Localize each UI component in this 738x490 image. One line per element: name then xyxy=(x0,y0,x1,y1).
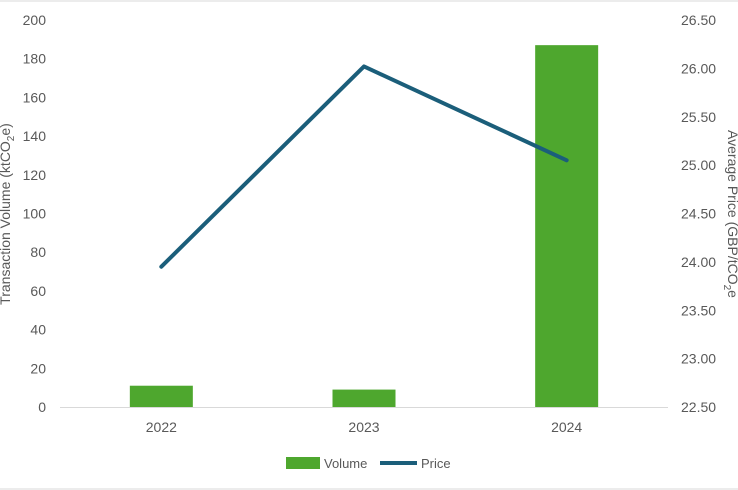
left-axis-title: Transaction Volume (ktCO2e) xyxy=(0,123,17,305)
right-axis-title: Average Price (GBP/tCO2e xyxy=(721,130,738,298)
volume-bars xyxy=(129,45,599,407)
legend-swatch-volume xyxy=(286,457,320,469)
y-tick-label: 160 xyxy=(23,89,47,105)
volume-bar xyxy=(129,385,193,407)
y2-tick-label: 24.50 xyxy=(681,206,716,222)
y-tick-label: 0 xyxy=(38,399,46,415)
y2-tick-label: 26.50 xyxy=(681,12,716,28)
volume-bar xyxy=(535,45,599,407)
y2-tick-label: 22.50 xyxy=(681,399,716,415)
x-tick-label: 2024 xyxy=(551,419,582,435)
legend: Volume Price xyxy=(286,456,451,471)
y-tick-label: 80 xyxy=(30,244,46,260)
y2-tick-label: 25.50 xyxy=(681,109,716,125)
y2-tick-label: 23.00 xyxy=(681,351,716,367)
y2-tick-label: 26.00 xyxy=(681,60,716,76)
y2-tick-label: 23.50 xyxy=(681,302,716,318)
legend-label-price: Price xyxy=(421,456,451,471)
y-tick-label: 180 xyxy=(23,51,47,67)
left-axis-ticks: 0 20 40 60 80 100 120 140 160 180 200 xyxy=(23,12,47,415)
legend-label-volume: Volume xyxy=(324,456,367,471)
y-tick-label: 120 xyxy=(23,167,47,183)
volume-bar xyxy=(332,389,396,407)
x-axis-ticks: 2022 2023 2024 xyxy=(146,419,583,435)
y-tick-label: 60 xyxy=(30,283,46,299)
y-tick-label: 20 xyxy=(30,360,46,376)
price-series-line xyxy=(159,64,569,269)
y2-tick-label: 24.00 xyxy=(681,254,716,270)
x-tick-label: 2023 xyxy=(348,419,379,435)
y-tick-label: 200 xyxy=(23,12,47,28)
x-tick-label: 2022 xyxy=(146,419,177,435)
y2-tick-label: 25.00 xyxy=(681,157,716,173)
y-tick-label: 40 xyxy=(30,322,46,338)
y-tick-label: 140 xyxy=(23,128,47,144)
y-tick-label: 100 xyxy=(23,206,47,222)
right-axis-ticks: 22.50 23.00 23.50 24.00 24.50 25.00 25.50 26.00… xyxy=(681,12,716,415)
